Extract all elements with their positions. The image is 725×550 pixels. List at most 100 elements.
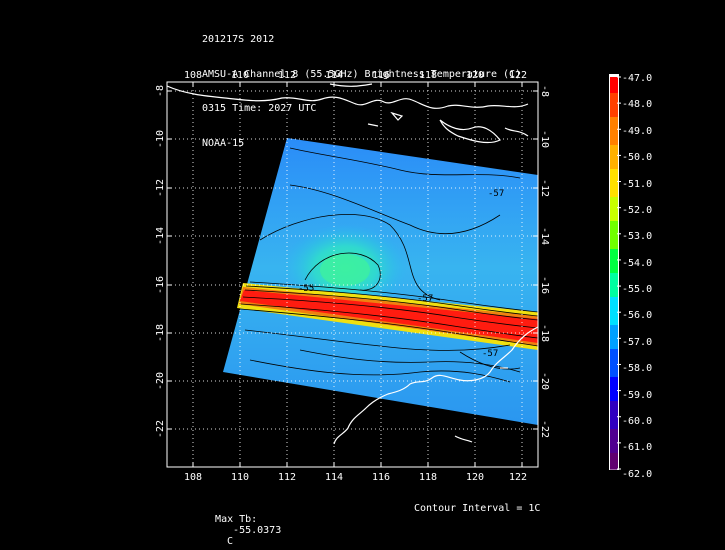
colorbar-strip [610, 125, 618, 130]
colorbar-strip [610, 137, 618, 142]
colorbar-strip [610, 197, 618, 202]
colorbar-strip [610, 417, 618, 422]
colorbar-strip [610, 373, 618, 378]
max-tb-value: -55.0373 [233, 525, 282, 536]
colorbar-strip [610, 169, 618, 174]
colorbar-strip [610, 313, 618, 318]
colorbar-strip [610, 97, 618, 102]
lat-label: -12 [155, 179, 166, 197]
colorbar-label: -59.0 [622, 390, 652, 401]
lat-label: -16 [155, 276, 166, 294]
colorbar-strip [610, 465, 618, 470]
lat-label: -20 [155, 372, 166, 390]
colorbar-strip [610, 181, 618, 186]
lat-label: -12 [539, 179, 550, 197]
colorbar-strip [610, 397, 618, 402]
contour-label: -57 [417, 294, 433, 304]
colorbar-strip [610, 93, 618, 98]
colorbar-label: -47.0 [622, 73, 652, 84]
colorbar: -47.0 -48.0 -49.0 -50.0 -51.0 -52.0 -53.… [609, 73, 652, 480]
map-frame [166, 81, 539, 468]
colorbar-label: -50.0 [622, 152, 652, 163]
colorbar-strip [610, 317, 618, 322]
lat-labels-left: -8 -10 -12 -14 -16 -18 -20 -22 [155, 85, 166, 438]
lon-label: 120 [466, 472, 484, 483]
colorbar-strip [610, 141, 618, 146]
colorbar-strip [610, 225, 618, 230]
lon-label: 110 [231, 472, 249, 483]
colorbar-strip [610, 253, 618, 258]
colorbar-strip [610, 117, 618, 122]
colorbar-strip [610, 233, 618, 238]
pass-time: 0315 Time: 2027 UTC [202, 103, 317, 114]
satellite-name: NOAA-15 [202, 137, 245, 149]
colorbar-strip [610, 425, 618, 430]
colorbar-strip [610, 377, 618, 382]
colorbar-strip [610, 177, 618, 182]
colorbar-strip [610, 321, 618, 326]
colorbar-strip [610, 245, 618, 250]
colorbar-strip [610, 345, 618, 350]
colorbar-labels: -47.0 -48.0 -49.0 -50.0 -51.0 -52.0 -53.… [622, 73, 652, 480]
colorbar-strip [610, 133, 618, 138]
contour-lines [239, 147, 538, 383]
colorbar-strip [610, 277, 618, 282]
lat-label: -18 [539, 324, 550, 342]
product-title: AMSU-A Channel 8 (55.5GHz) Brightness Te… [202, 68, 522, 80]
colorbar-strip [610, 301, 618, 306]
colorbar-label: -56.0 [622, 310, 652, 321]
colorbar-strip [610, 189, 618, 194]
lon-label: 122 [509, 70, 527, 81]
colorbar-strip [610, 341, 618, 346]
lat-label: -14 [155, 227, 166, 245]
colorbar-strip [610, 385, 618, 390]
colorbar-label: -51.0 [622, 179, 652, 190]
colorbar-strip [610, 461, 618, 466]
colorbar-label: -57.0 [622, 337, 652, 348]
contour-label-group: -57 -57 -57 -55 [298, 189, 504, 359]
lon-label: 108 [184, 472, 202, 483]
colorbar-label: -53.0 [622, 231, 652, 242]
graticule [167, 82, 538, 467]
colorbar-strip [610, 149, 618, 154]
colorbar-label: -48.0 [622, 99, 652, 110]
colorbar-strip [610, 249, 618, 254]
lon-label: 116 [372, 472, 390, 483]
colorbar-strip [610, 281, 618, 286]
colorbar-strip [610, 89, 618, 94]
colorbar-strip [610, 297, 618, 302]
colorbar-strip [610, 433, 618, 438]
colorbar-strip [610, 289, 618, 294]
colorbar-swatches [610, 77, 618, 470]
colorbar-strip [610, 453, 618, 458]
colorbar-strip [610, 413, 618, 418]
lon-label: 110 [231, 70, 249, 81]
colorbar-strip [610, 205, 618, 210]
storm-id: 201217S 2012 [202, 34, 275, 45]
colorbar-label: -55.0 [622, 284, 652, 295]
lon-label: 114 [325, 472, 343, 483]
lat-label: -10 [539, 130, 550, 148]
max-tb-readout: Max Tb: -55.0373 C [203, 503, 281, 547]
colorbar-strip [610, 429, 618, 434]
colorbar-label: -60.0 [622, 416, 652, 427]
colorbar-strip [610, 261, 618, 266]
lon-label: 122 [509, 472, 527, 483]
lon-label: 116 [372, 70, 390, 81]
colorbar-strip [610, 401, 618, 406]
colorbar-strip [610, 349, 618, 354]
colorbar-strip [610, 457, 618, 462]
colorbar-strip [610, 409, 618, 414]
lon-label: 112 [278, 472, 296, 483]
colorbar-strip [610, 265, 618, 270]
colorbar-strip [610, 81, 618, 86]
colorbar-strip [610, 441, 618, 446]
lat-label: -8 [539, 85, 550, 97]
lon-label: 112 [278, 70, 296, 81]
colorbar-strip [610, 209, 618, 214]
colorbar-label: -52.0 [622, 205, 652, 216]
colorbar-label: -61.0 [622, 442, 652, 453]
colorbar-strip [610, 389, 618, 394]
colorbar-strip [610, 129, 618, 134]
colorbar-strip [610, 445, 618, 450]
